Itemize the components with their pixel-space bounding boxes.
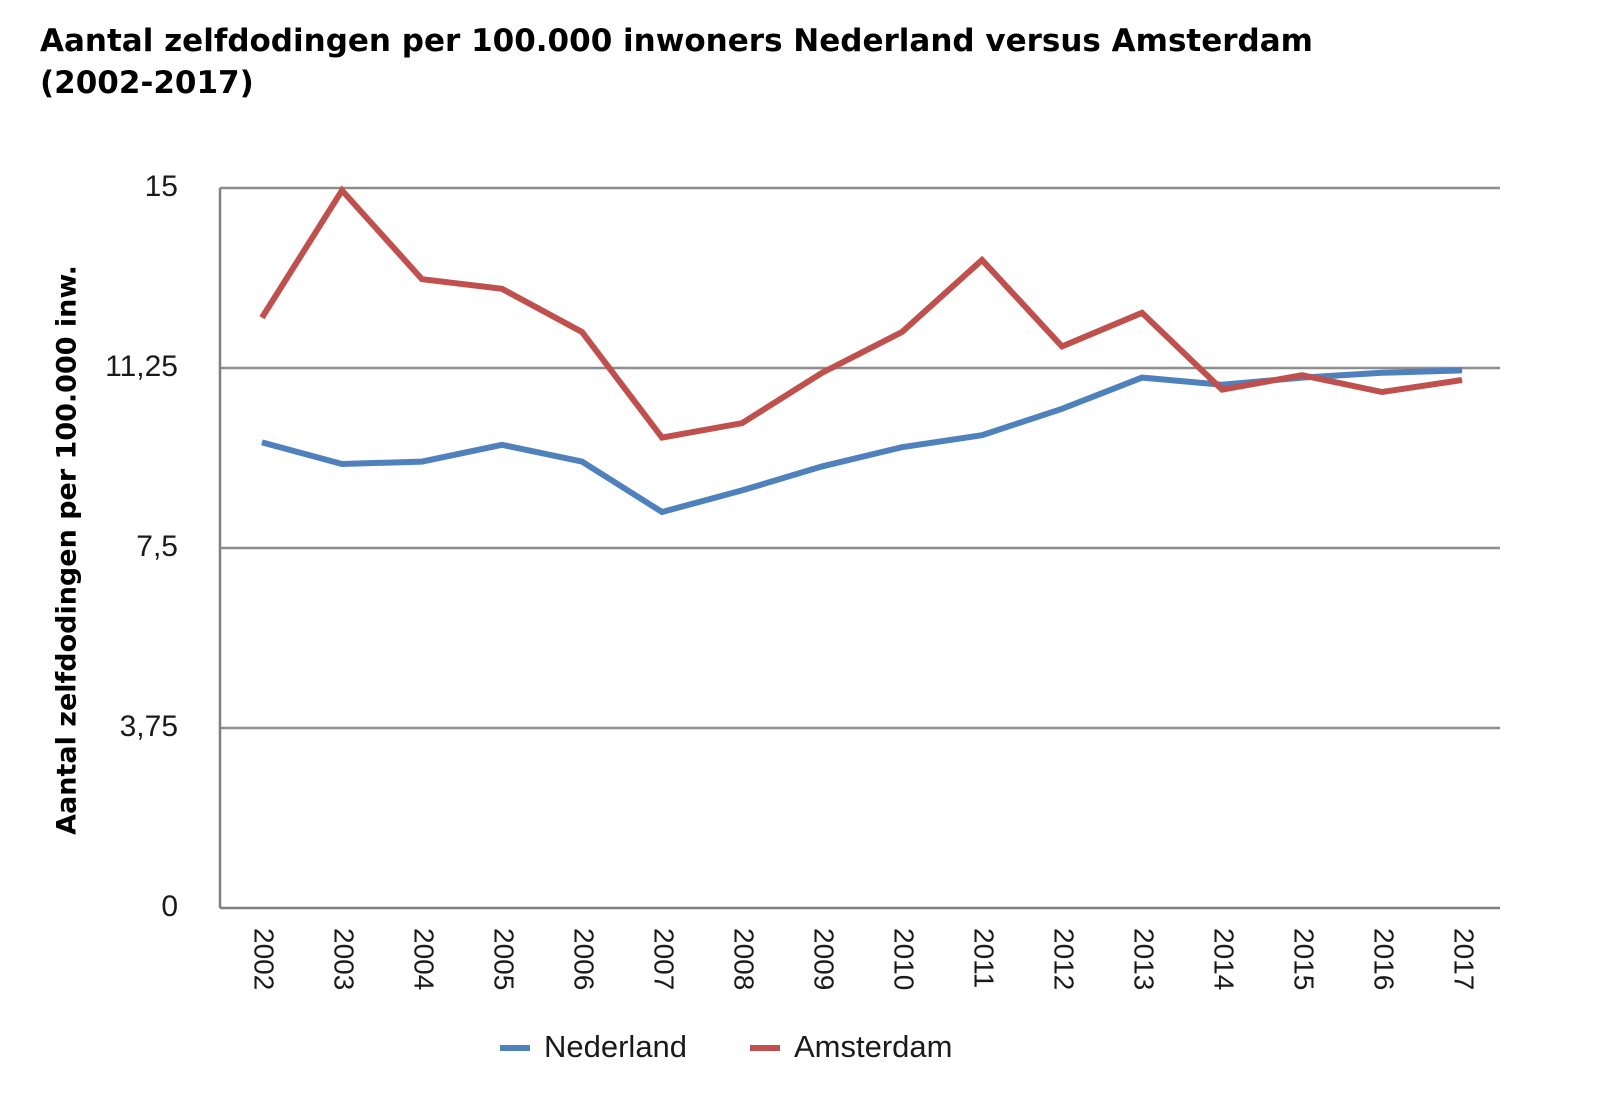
x-tick-labels: 2002 2003 2004 2005 2006 2007 2008 2009 2010 2011… <box>249 928 1480 990</box>
data-point-amsterdam <box>1141 312 1143 314</box>
data-point-amsterdam <box>1301 374 1303 376</box>
x-tick-label: 2016 <box>1369 928 1400 990</box>
data-point-nederland <box>1381 372 1383 374</box>
data-point-amsterdam <box>1221 389 1223 391</box>
data-point-nederland <box>981 434 983 436</box>
data-point-nederland <box>581 461 583 463</box>
legend-item-amsterdam: Amsterdam <box>750 1029 952 1064</box>
x-tick-label: 2003 <box>329 928 360 990</box>
data-point-nederland <box>741 489 743 491</box>
data-point-nederland <box>901 446 903 448</box>
x-tick-label: 2012 <box>1049 928 1080 990</box>
data-point-nederland <box>821 465 823 467</box>
series-line-nederland <box>261 367 1463 516</box>
data-point-amsterdam <box>581 331 583 333</box>
series-lines <box>259 185 1463 516</box>
series-nederland <box>261 367 1463 516</box>
x-tick-label: 2002 <box>249 928 280 990</box>
data-point-amsterdam <box>901 331 903 333</box>
data-point-nederland <box>1221 384 1223 386</box>
data-point-amsterdam <box>1381 391 1383 393</box>
x-tick-label: 2007 <box>649 928 680 990</box>
data-point-amsterdam <box>501 288 503 290</box>
data-point-nederland <box>501 444 503 446</box>
data-point-amsterdam <box>1061 345 1063 347</box>
x-tick-label: 2014 <box>1209 928 1240 990</box>
data-point-nederland <box>341 463 343 465</box>
legend: Nederland Amsterdam <box>500 1029 952 1064</box>
gridlines <box>220 186 1500 730</box>
x-tick-label: 2011 <box>969 928 1000 988</box>
legend-item-nederland: Nederland <box>500 1029 687 1064</box>
x-tick-label: 2013 <box>1129 928 1160 990</box>
data-point-amsterdam <box>981 259 983 261</box>
x-tick-label: 2017 <box>1449 928 1480 990</box>
x-tick-label: 2004 <box>409 928 440 990</box>
data-point-nederland <box>261 441 263 443</box>
data-point-amsterdam <box>341 189 343 191</box>
y-axis-label: Aantal zelfdodingen per 100.000 inw. <box>52 265 83 835</box>
data-point-amsterdam <box>661 437 663 439</box>
x-tick-label: 2006 <box>569 928 600 990</box>
y-tick-label: 15 <box>145 170 178 203</box>
data-point-nederland <box>1141 377 1143 379</box>
x-tick-label: 2015 <box>1289 928 1320 990</box>
y-tick-labels: 0 3,75 7,5 11,25 15 <box>105 170 178 923</box>
legend-label-nederland: Nederland <box>544 1029 687 1064</box>
data-point-amsterdam <box>741 422 743 424</box>
chart-title-line-1: Aantal zelfdodingen per 100.000 inwoners… <box>40 23 1313 59</box>
data-point-amsterdam <box>261 317 263 319</box>
data-point-amsterdam <box>421 278 423 280</box>
x-tick-label: 2010 <box>889 928 920 990</box>
axes <box>218 188 1500 910</box>
legend-label-amsterdam: Amsterdam <box>794 1029 952 1064</box>
x-tick-label: 2008 <box>729 928 760 990</box>
data-point-amsterdam <box>1461 379 1463 381</box>
x-tick-label: 2005 <box>489 928 520 990</box>
data-point-nederland <box>1461 369 1463 371</box>
series-line-amsterdam <box>259 185 1463 441</box>
y-tick-label: 11,25 <box>105 350 178 383</box>
series-amsterdam <box>259 185 1463 441</box>
y-tick-label: 3,75 <box>120 710 178 743</box>
chart-title: Aantal zelfdodingen per 100.000 inwoners… <box>40 20 1480 104</box>
data-point-nederland <box>661 511 663 513</box>
x-tick-label: 2009 <box>809 928 840 990</box>
y-tick-label: 7,5 <box>136 530 178 563</box>
chart-title-line-2: (2002-2017) <box>40 65 254 101</box>
data-point-nederland <box>421 461 423 463</box>
data-point-amsterdam <box>821 372 823 374</box>
data-point-nederland <box>1061 408 1063 410</box>
y-tick-label: 0 <box>161 890 178 923</box>
